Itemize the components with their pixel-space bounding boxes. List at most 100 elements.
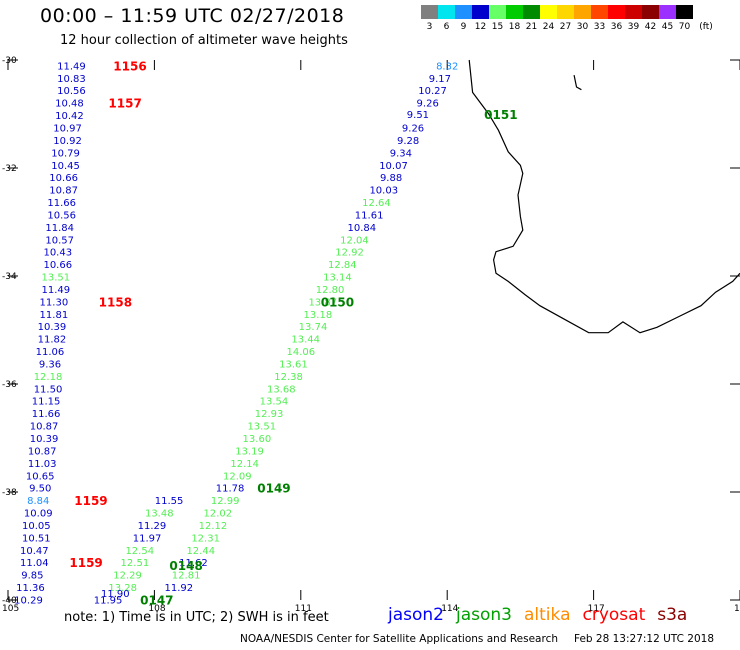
wave-height-value: 11.62	[179, 558, 208, 569]
wave-height-value: 11.81	[40, 310, 69, 321]
wave-height-value: 11.90	[101, 589, 130, 600]
wave-height-value: 10.65	[26, 471, 55, 482]
satellite-cryosat: cryosat	[582, 605, 646, 625]
wave-height-value: 12.29	[113, 571, 142, 582]
wave-height-value: 14.06	[286, 347, 315, 358]
wave-height-value: 9.26	[417, 99, 439, 110]
wave-height-value: 12.51	[121, 558, 150, 569]
legend-label-45: 45	[661, 22, 674, 32]
page-subtitle: 12 hour collection of altimeter wave hei…	[60, 33, 348, 48]
wave-height-value: 11.66	[47, 198, 76, 209]
legend-label-70: 70	[678, 22, 691, 32]
legend-unit: (ft)	[699, 22, 713, 32]
wave-height-value: 12.31	[191, 533, 220, 544]
lon-tick-label: 120	[734, 604, 740, 614]
satellite-legend: jason2 jason3 altika cryosat s3a	[388, 605, 699, 625]
legend-swatch-21	[523, 5, 540, 19]
wave-height-value: 11.82	[38, 335, 67, 346]
wave-height-value: 10.39	[30, 434, 59, 445]
wave-height-value: 13.19	[235, 446, 264, 457]
wave-height-value: 10.47	[20, 546, 49, 557]
wave-height-value: 10.87	[49, 186, 78, 197]
legend-label-27: 27	[559, 22, 572, 32]
wave-height-value: 11.29	[138, 521, 167, 532]
legend-label-21: 21	[525, 22, 538, 32]
lon-tick-label: 117	[588, 604, 605, 614]
wave-height-value: 10.43	[43, 248, 72, 259]
wave-height-value: 13.44	[291, 335, 320, 346]
wave-height-value: 13.60	[243, 434, 272, 445]
wave-height-value: 11.15	[32, 397, 61, 408]
legend-label-39: 39	[627, 22, 640, 32]
wave-height-value: 10.48	[55, 99, 84, 110]
wave-height-value: 13.48	[145, 509, 174, 520]
legend-swatch-6	[438, 5, 455, 19]
wave-height-value: 10.39	[38, 322, 67, 333]
legend-swatch-70	[676, 5, 693, 19]
wave-height-value: 10.56	[47, 210, 76, 221]
wave-height-value: 10.66	[43, 260, 72, 271]
wave-height-value: 10.83	[57, 74, 86, 85]
wave-height-value: 11.36	[16, 583, 45, 594]
wave-height-value: 13.87	[308, 297, 337, 308]
wave-height-value: 10.42	[55, 111, 84, 122]
lat-tick-label: -34	[2, 272, 17, 282]
wave-height-value: 12.80	[316, 285, 345, 296]
pass-time-label: 0147	[140, 593, 173, 607]
wave-height-value: 8.32	[436, 61, 458, 72]
legend-label-30: 30	[576, 22, 589, 32]
legend-swatch-3	[421, 5, 438, 19]
wave-height-value: 10.07	[379, 161, 408, 172]
wave-height-value: 12.99	[211, 496, 240, 507]
credit-timestamp: Feb 28 13:27:12 UTC 2018	[574, 633, 714, 645]
wave-height-value: 11.06	[36, 347, 65, 358]
wave-height-value: 10.87	[28, 446, 57, 457]
satellite-jason3: jason3	[456, 605, 512, 625]
legend-label-36: 36	[610, 22, 623, 32]
wave-height-value: 12.84	[328, 260, 357, 271]
wave-height-value: 13.18	[304, 310, 333, 321]
legend-swatch-15	[489, 5, 506, 19]
wave-height-value: 10.97	[53, 124, 82, 135]
wave-height-value: 12.02	[204, 509, 233, 520]
wave-height-value: 11.50	[34, 384, 63, 395]
legend-label-15: 15	[491, 22, 504, 32]
pass-time-label: 0150	[321, 295, 354, 309]
lon-tick-label: 111	[295, 604, 312, 614]
footer-credit: NOAA/NESDIS Center for Satellite Applica…	[240, 633, 714, 645]
wave-height-value: 11.92	[164, 583, 193, 594]
pass-time-label: 1158	[99, 295, 132, 309]
pass-time-label: 0148	[169, 559, 202, 573]
wave-height-value: 10.09	[24, 509, 53, 520]
wave-height-value: 11.55	[155, 496, 184, 507]
legend-label-9: 9	[460, 22, 467, 32]
wave-height-value: 10.79	[51, 148, 80, 159]
lon-tick-label: 114	[441, 604, 458, 614]
wave-height-value: 12.12	[199, 521, 228, 532]
wave-height-value: 10.45	[51, 161, 80, 172]
legend-swatch-36	[608, 5, 625, 19]
legend-label-24: 24	[542, 22, 555, 32]
wave-height-value: 12.14	[230, 459, 259, 470]
wave-height-value: 8.84	[27, 496, 49, 507]
legend-swatch-24	[540, 5, 557, 19]
pass-time-label: 1156	[113, 59, 146, 73]
wave-height-value: 9.50	[29, 484, 51, 495]
legend-label-33: 33	[593, 22, 606, 32]
wave-height-value: 13.54	[260, 397, 289, 408]
page-title: 00:00 – 11:59 UTC 02/27/2018	[40, 5, 345, 27]
satellite-altika: altika	[524, 605, 571, 625]
wave-height-value: 12.09	[223, 471, 252, 482]
wave-height-value: 10.51	[22, 533, 51, 544]
wave-height-value: 11.78	[216, 484, 245, 495]
wave-height-value: 11.30	[40, 297, 69, 308]
wave-height-value: 13.74	[299, 322, 328, 333]
lat-tick-label: -36	[2, 380, 17, 390]
footer-note: note: 1) Time is in UTC; 2) SWH is in fe…	[64, 610, 329, 625]
wave-height-value: 13.14	[323, 273, 352, 284]
wave-height-value: 11.49	[42, 285, 71, 296]
wave-height-value: 9.26	[402, 124, 424, 135]
wave-height-value: 11.04	[20, 558, 49, 569]
wave-height-value: 11.03	[28, 459, 57, 470]
legend-label-18: 18	[508, 22, 521, 32]
